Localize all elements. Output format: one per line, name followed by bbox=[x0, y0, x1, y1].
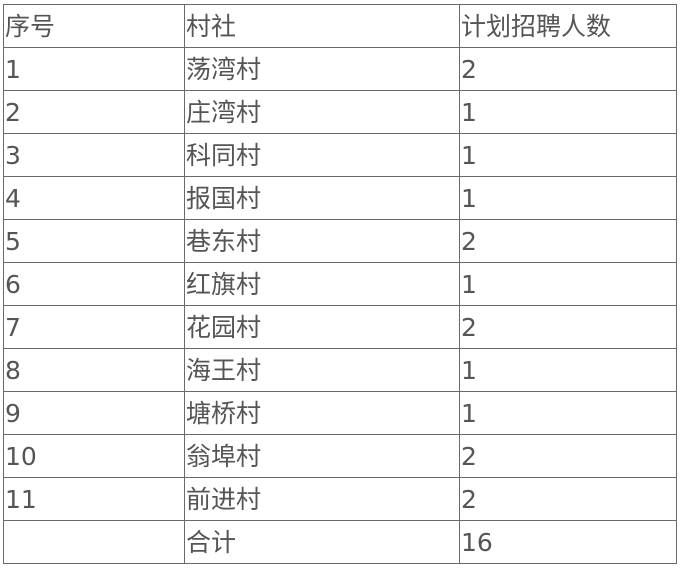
cell-index: 10 bbox=[3, 434, 185, 478]
cell-index: 4 bbox=[3, 176, 185, 220]
cell-index: 5 bbox=[3, 219, 185, 263]
cell-index: 8 bbox=[3, 348, 185, 392]
recruitment-table: 序号 村社 计划招聘人数 1 荡湾村 2 2 庄湾村 1 3 科同村 1 4 报国村 1 5 巷东村 2 6 红… bbox=[3, 4, 677, 564]
cell-planned-hires: 16 bbox=[459, 520, 677, 564]
cell-index: 1 bbox=[3, 47, 185, 91]
cell-planned-hires: 2 bbox=[459, 305, 677, 349]
cell-village: 海王村 bbox=[184, 348, 460, 392]
table-row: 9 塘桥村 1 bbox=[3, 391, 677, 435]
cell-index: 9 bbox=[3, 391, 185, 435]
total-row: 合计 16 bbox=[3, 520, 677, 564]
cell-village: 荡湾村 bbox=[184, 47, 460, 91]
cell-index: 6 bbox=[3, 262, 185, 306]
header-index: 序号 bbox=[3, 4, 185, 48]
table-row: 8 海王村 1 bbox=[3, 348, 677, 392]
cell-planned-hires: 1 bbox=[459, 262, 677, 306]
cell-village: 前进村 bbox=[184, 477, 460, 521]
table-row: 6 红旗村 1 bbox=[3, 262, 677, 306]
cell-planned-hires: 1 bbox=[459, 90, 677, 134]
cell-planned-hires: 2 bbox=[459, 219, 677, 263]
cell-index: 3 bbox=[3, 133, 185, 177]
table-row: 5 巷东村 2 bbox=[3, 219, 677, 263]
cell-planned-hires: 2 bbox=[459, 434, 677, 478]
table-row: 11 前进村 2 bbox=[3, 477, 677, 521]
cell-index: 2 bbox=[3, 90, 185, 134]
cell-index: 11 bbox=[3, 477, 185, 521]
table-row: 2 庄湾村 1 bbox=[3, 90, 677, 134]
cell-index: 7 bbox=[3, 305, 185, 349]
cell-planned-hires: 1 bbox=[459, 133, 677, 177]
table-row: 4 报国村 1 bbox=[3, 176, 677, 220]
cell-village: 塘桥村 bbox=[184, 391, 460, 435]
cell-village: 红旗村 bbox=[184, 262, 460, 306]
cell-village: 翁埠村 bbox=[184, 434, 460, 478]
cell-planned-hires: 1 bbox=[459, 391, 677, 435]
cell-village: 报国村 bbox=[184, 176, 460, 220]
cell-planned-hires: 2 bbox=[459, 47, 677, 91]
cell-village: 庄湾村 bbox=[184, 90, 460, 134]
table-row: 1 荡湾村 2 bbox=[3, 47, 677, 91]
header-planned-hires: 计划招聘人数 bbox=[459, 4, 677, 48]
cell-planned-hires: 2 bbox=[459, 477, 677, 521]
cell-village: 科同村 bbox=[184, 133, 460, 177]
cell-index bbox=[3, 520, 185, 564]
cell-village: 合计 bbox=[184, 520, 460, 564]
header-row: 序号 村社 计划招聘人数 bbox=[3, 4, 677, 48]
cell-village: 巷东村 bbox=[184, 219, 460, 263]
cell-planned-hires: 1 bbox=[459, 348, 677, 392]
table-row: 3 科同村 1 bbox=[3, 133, 677, 177]
cell-planned-hires: 1 bbox=[459, 176, 677, 220]
cell-village: 花园村 bbox=[184, 305, 460, 349]
header-village: 村社 bbox=[184, 4, 460, 48]
table-row: 10 翁埠村 2 bbox=[3, 434, 677, 478]
table-row: 7 花园村 2 bbox=[3, 305, 677, 349]
